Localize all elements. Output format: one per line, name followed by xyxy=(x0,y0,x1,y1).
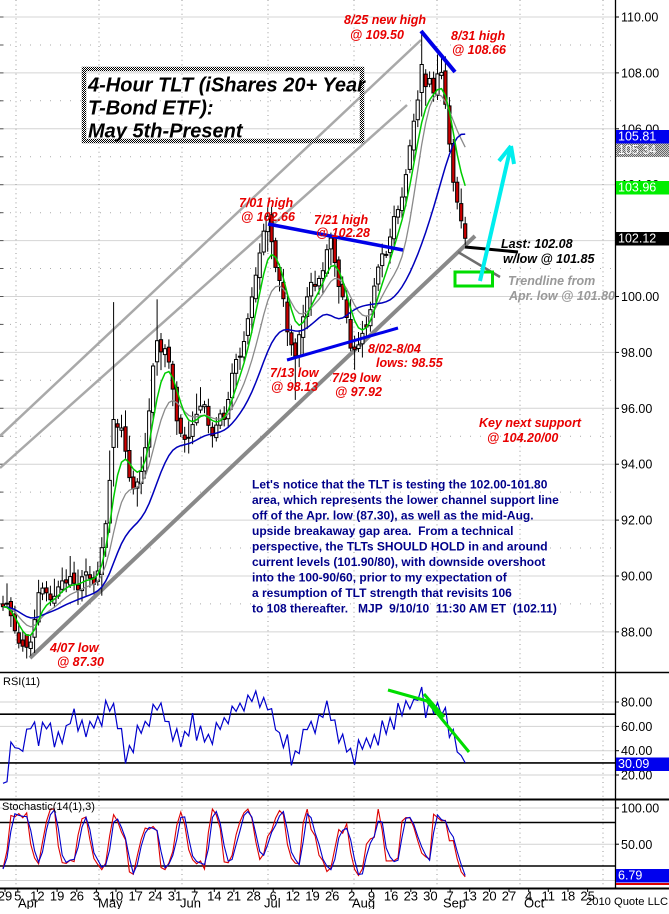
svg-text:T-Bond ETF):: T-Bond ETF): xyxy=(88,98,214,120)
svg-text:26: 26 xyxy=(325,889,339,904)
svg-text:7/29 low: 7/29 low xyxy=(332,371,382,385)
svg-text:94.00: 94.00 xyxy=(621,458,652,472)
svg-text:@ 102.28: @ 102.28 xyxy=(316,226,370,240)
svg-text:@ 109.50: @ 109.50 xyxy=(350,28,404,42)
svg-text:108.00: 108.00 xyxy=(621,66,659,80)
svg-text:103.96: 103.96 xyxy=(618,181,656,195)
svg-text:@ 108.66: @ 108.66 xyxy=(452,43,507,57)
svg-text:31: 31 xyxy=(168,889,182,904)
svg-text:w/low @ 101.85: w/low @ 101.85 xyxy=(503,252,595,266)
svg-text:Aug: Aug xyxy=(352,896,375,910)
svg-text:into the 100-90/60, prior to m: into the 100-90/60, prior to my expectat… xyxy=(252,571,508,585)
svg-text:28: 28 xyxy=(246,889,260,904)
svg-text:24: 24 xyxy=(148,889,162,904)
svg-text:9: 9 xyxy=(368,889,375,904)
svg-text:40.00: 40.00 xyxy=(621,744,652,758)
svg-text:7: 7 xyxy=(191,889,198,904)
svg-text:19: 19 xyxy=(305,889,319,904)
svg-text:102.12: 102.12 xyxy=(618,232,656,246)
svg-text:7/13 low: 7/13 low xyxy=(270,366,320,380)
svg-text:upside breakaway gap area. Fr: upside breakaway gap area. From a techni… xyxy=(252,524,513,538)
svg-text:perspective, the TLTs SHOULD H: perspective, the TLTs SHOULD HOLD in and… xyxy=(252,540,548,554)
svg-text:13: 13 xyxy=(462,889,476,904)
svg-text:a resumption of TLT strength t: a resumption of TLT strength that revisi… xyxy=(252,586,512,600)
svg-text:12: 12 xyxy=(286,889,300,904)
svg-text:30: 30 xyxy=(423,889,437,904)
svg-text:16: 16 xyxy=(384,889,398,904)
svg-text:17: 17 xyxy=(128,889,142,904)
svg-text:Last: 102.08: Last: 102.08 xyxy=(501,237,573,251)
svg-text:Stochastic(14(1),3): Stochastic(14(1),3) xyxy=(2,801,95,813)
svg-text:90.00: 90.00 xyxy=(621,570,652,584)
svg-text:7/01 high: 7/01 high xyxy=(239,196,294,210)
svg-text:Jun: Jun xyxy=(180,896,201,910)
svg-text:May 5th-Present: May 5th-Present xyxy=(88,121,244,143)
svg-text:6: 6 xyxy=(270,889,277,904)
svg-text:4-Hour TLT (iShares 20+ Year: 4-Hour TLT (iShares 20+ Year xyxy=(87,75,366,97)
svg-text:12: 12 xyxy=(30,889,44,904)
svg-text:2010 Quote LLC: 2010 Quote LLC xyxy=(586,896,668,908)
svg-text:4: 4 xyxy=(525,889,532,904)
svg-text:19: 19 xyxy=(50,889,64,904)
svg-text:21: 21 xyxy=(227,889,241,904)
svg-text:Jul: Jul xyxy=(264,896,281,910)
svg-text:110.00: 110.00 xyxy=(621,11,658,25)
svg-text:8/31 high: 8/31 high xyxy=(451,29,506,43)
svg-text:8/25 new high: 8/25 new high xyxy=(344,13,426,27)
svg-text:5: 5 xyxy=(14,889,21,904)
svg-text:Apr. low @ 101.80: Apr. low @ 101.80 xyxy=(508,289,615,303)
svg-text:23: 23 xyxy=(404,889,418,904)
svg-text:100.00: 100.00 xyxy=(621,290,659,304)
svg-text:Sep: Sep xyxy=(443,896,466,910)
svg-text:Trendline from: Trendline from xyxy=(508,274,595,288)
svg-text:80.00: 80.00 xyxy=(621,696,652,710)
svg-text:11: 11 xyxy=(542,889,556,904)
svg-text:2: 2 xyxy=(348,889,355,904)
svg-text:92.00: 92.00 xyxy=(621,514,652,528)
svg-text:8/02-8/04: 8/02-8/04 xyxy=(368,342,421,356)
svg-text:to 108 thereafter. MJP 9/10: to 108 thereafter. MJP 9/10/10 11:30 AM … xyxy=(252,602,557,616)
svg-text:4/07 low: 4/07 low xyxy=(49,641,100,655)
svg-text:@ 87.30: @ 87.30 xyxy=(57,655,104,669)
svg-text:25: 25 xyxy=(580,889,594,904)
svg-text:105.81: 105.81 xyxy=(618,130,656,144)
svg-text:RSI(11): RSI(11) xyxy=(3,676,40,688)
svg-text:Key next support: Key next support xyxy=(479,416,582,430)
svg-text:Oct: Oct xyxy=(524,896,545,910)
svg-text:7: 7 xyxy=(446,889,453,904)
svg-text:current levels (101.90/80), wi: current levels (101.90/80), with downsid… xyxy=(252,555,545,569)
svg-text:14: 14 xyxy=(207,889,221,904)
svg-text:18: 18 xyxy=(561,889,575,904)
svg-text:3: 3 xyxy=(93,889,100,904)
svg-text:Apr: Apr xyxy=(18,896,39,910)
svg-text:lows: 98.55: lows: 98.55 xyxy=(376,356,444,370)
svg-text:7/21 high: 7/21 high xyxy=(314,213,369,227)
svg-text:area, which represents the low: area, which represents the lower channel… xyxy=(252,493,559,507)
svg-text:20.00: 20.00 xyxy=(621,769,652,783)
svg-text:May: May xyxy=(98,896,123,910)
svg-text:26: 26 xyxy=(70,889,84,904)
svg-text:105.34: 105.34 xyxy=(618,143,656,157)
svg-text:96.00: 96.00 xyxy=(621,402,652,416)
svg-text:88.00: 88.00 xyxy=(621,625,652,639)
svg-text:100.00: 100.00 xyxy=(621,802,659,816)
svg-text:50.00: 50.00 xyxy=(621,838,652,852)
svg-text:30.09: 30.09 xyxy=(618,757,649,771)
svg-text:Let's notice that the TLT is t: Let's notice that the TLT is testing the… xyxy=(252,478,548,492)
svg-text:20: 20 xyxy=(482,889,496,904)
svg-text:6.79: 6.79 xyxy=(618,869,642,883)
svg-text:@ 98.13: @ 98.13 xyxy=(271,380,318,394)
svg-text:@ 97.92: @ 97.92 xyxy=(335,385,382,399)
svg-text:60.00: 60.00 xyxy=(621,720,652,734)
svg-text:10: 10 xyxy=(109,889,123,904)
svg-text:@ 104.20/00: @ 104.20/00 xyxy=(487,431,558,445)
svg-text:@ 102.66: @ 102.66 xyxy=(241,210,296,224)
svg-text:29: 29 xyxy=(0,889,12,904)
svg-text:27: 27 xyxy=(502,889,516,904)
svg-text:off of the Apr. low (87.30), a: off of the Apr. low (87.30), as well as … xyxy=(252,509,534,523)
svg-text:98.00: 98.00 xyxy=(621,346,652,360)
